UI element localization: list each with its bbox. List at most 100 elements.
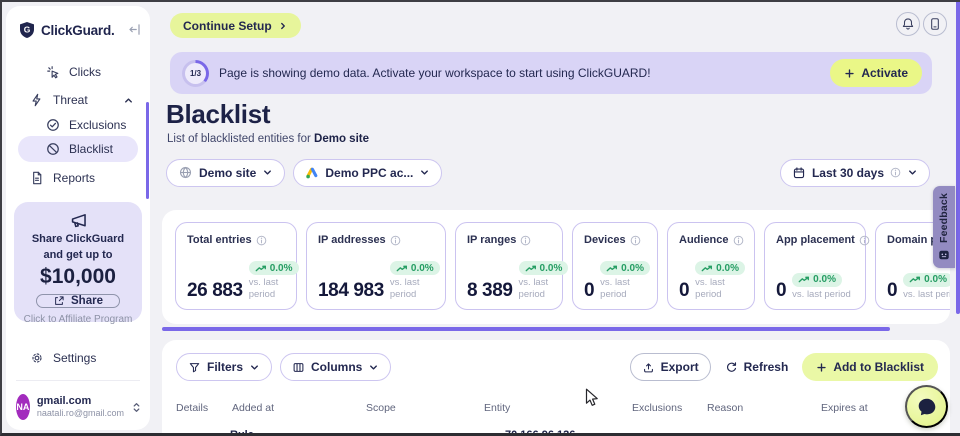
plus-icon bbox=[816, 362, 827, 373]
google-ads-icon bbox=[305, 166, 319, 180]
external-link-icon bbox=[53, 295, 65, 307]
table-toolbar: Filters Columns Export Refresh bbox=[176, 353, 938, 381]
col-header-entity[interactable]: Entity bbox=[484, 402, 510, 414]
reports-icon bbox=[30, 171, 44, 185]
stat-value: 0 bbox=[584, 281, 594, 300]
activate-button[interactable]: Activate bbox=[830, 59, 922, 87]
sidebar-item-clicks[interactable]: Clicks bbox=[6, 60, 150, 84]
toolbar-right: Export Refresh Add to Blacklist bbox=[630, 353, 938, 381]
info-icon[interactable] bbox=[256, 235, 267, 246]
user-name: gmail.com bbox=[37, 395, 124, 408]
stat-card-app-placement: App placement 0 0.0%vs. last period bbox=[764, 222, 866, 310]
sidebar-scrollbar[interactable] bbox=[146, 102, 149, 199]
sidebar-item-exclusions[interactable]: Exclusions bbox=[6, 113, 150, 137]
subtitle-site-name: Demo site bbox=[314, 133, 369, 145]
continue-setup-button[interactable]: Continue Setup bbox=[170, 13, 301, 38]
selector-row: Demo site Demo PPC ac... Last 30 days bbox=[166, 158, 930, 187]
blacklist-table-panel: Filters Columns Export Refresh bbox=[162, 340, 950, 436]
export-button[interactable]: Export bbox=[630, 353, 711, 381]
chevron-down-icon bbox=[262, 167, 273, 178]
stat-vs-label: vs. last period bbox=[249, 277, 285, 300]
table-row-entity[interactable]: 70.166.96.126 bbox=[505, 429, 575, 436]
sidebar-item-blacklist[interactable]: Blacklist bbox=[18, 136, 138, 162]
chevron-down-icon bbox=[249, 362, 260, 373]
trend-up-icon bbox=[909, 275, 921, 284]
export-icon bbox=[642, 361, 655, 374]
sidebar-divider bbox=[16, 380, 140, 381]
col-header-expires-at[interactable]: Expires at bbox=[821, 402, 868, 414]
export-label: Export bbox=[661, 360, 699, 374]
info-icon[interactable] bbox=[859, 235, 870, 246]
col-header-scope[interactable]: Scope bbox=[366, 402, 396, 414]
trend-badge: 0.0% bbox=[390, 261, 440, 275]
stat-label: IP ranges bbox=[467, 234, 516, 246]
site-selector[interactable]: Demo site bbox=[166, 159, 285, 187]
feedback-tab[interactable]: Feedback bbox=[933, 186, 955, 268]
subtitle-text: List of blacklisted entities for bbox=[167, 133, 311, 145]
add-to-blacklist-button[interactable]: Add to Blacklist bbox=[802, 353, 938, 381]
stat-value: 0 bbox=[776, 281, 786, 300]
col-header-exclusions[interactable]: Exclusions bbox=[632, 402, 682, 414]
info-icon[interactable] bbox=[390, 235, 401, 246]
chevron-right-icon bbox=[278, 21, 288, 31]
trend-up-icon bbox=[798, 275, 810, 284]
sidebar-item-reports[interactable]: Reports bbox=[6, 166, 150, 190]
threat-icon bbox=[30, 93, 44, 107]
stat-value: 0 bbox=[887, 281, 897, 300]
continue-setup-label: Continue Setup bbox=[183, 19, 272, 33]
trend-badge: 0.0% bbox=[249, 261, 299, 275]
trend-badge: 0.0% bbox=[695, 261, 745, 275]
ppc-account-selector[interactable]: Demo PPC ac... bbox=[293, 159, 442, 187]
avatar: NA bbox=[16, 394, 30, 420]
blacklist-icon bbox=[46, 142, 60, 156]
clicks-icon bbox=[46, 65, 60, 79]
feedback-label: Feedback bbox=[938, 193, 950, 243]
sidebar-item-label: Threat bbox=[53, 93, 88, 107]
page-title: Blacklist bbox=[166, 99, 270, 130]
page-subtitle: List of blacklisted entities for Demo si… bbox=[167, 133, 369, 145]
sidebar-item-settings[interactable]: Settings bbox=[30, 346, 96, 370]
gear-icon bbox=[30, 351, 44, 365]
vertical-scrollbar[interactable] bbox=[956, 2, 960, 314]
knowledge-base-button[interactable] bbox=[923, 12, 947, 36]
info-icon[interactable] bbox=[520, 235, 531, 246]
sidebar-item-label: Blacklist bbox=[69, 142, 113, 156]
stat-vs-label: vs. last period bbox=[903, 289, 950, 300]
col-header-added-at[interactable]: Added at bbox=[232, 402, 274, 414]
stat-card-total-entries: Total entries 26 883 0.0%vs. last period bbox=[175, 222, 297, 310]
user-info: gmail.com naatali.ro@gmail.com bbox=[37, 395, 124, 420]
date-range-selector[interactable]: Last 30 days bbox=[780, 159, 930, 187]
share-button[interactable]: Share bbox=[36, 294, 120, 308]
sidebar-item-label: Reports bbox=[53, 171, 95, 185]
filters-button[interactable]: Filters bbox=[176, 353, 272, 381]
col-header-details[interactable]: Details bbox=[176, 402, 208, 414]
chevron-down-icon bbox=[419, 167, 430, 178]
affiliate-promo-card[interactable]: Share ClickGuard and get up to $10,000 S… bbox=[14, 202, 142, 322]
refresh-button[interactable]: Refresh bbox=[725, 360, 789, 374]
user-menu[interactable]: NA gmail.com naatali.ro@gmail.com bbox=[16, 390, 142, 424]
stat-card-audience: Audience 0 0.0%vs. last period bbox=[667, 222, 755, 310]
stat-label: IP addresses bbox=[318, 234, 386, 246]
sidebar-item-threat[interactable]: Threat bbox=[6, 88, 150, 112]
refresh-icon bbox=[725, 361, 738, 374]
stat-card-ip-ranges: IP ranges 8 389 0.0%vs. last period bbox=[455, 222, 563, 310]
add-to-blacklist-label: Add to Blacklist bbox=[833, 360, 924, 374]
stat-vs-label: vs. last period bbox=[390, 277, 434, 300]
info-icon[interactable] bbox=[630, 235, 641, 246]
table-row-added-at[interactable]: Rule bbox=[230, 429, 254, 436]
sidebar-header: ClickGuard. bbox=[18, 18, 142, 42]
promo-footer: Click to Affiliate Program bbox=[24, 314, 133, 325]
info-icon[interactable] bbox=[733, 235, 744, 246]
columns-button[interactable]: Columns bbox=[280, 353, 391, 381]
chat-widget-button[interactable] bbox=[905, 385, 948, 428]
sidebar-collapse-button[interactable] bbox=[127, 21, 142, 39]
notifications-button[interactable] bbox=[896, 12, 920, 36]
horizontal-scrollbar[interactable] bbox=[162, 327, 890, 331]
stat-label: App placement bbox=[776, 234, 855, 246]
activate-label: Activate bbox=[861, 66, 908, 80]
megaphone-icon bbox=[69, 211, 88, 230]
stat-vs-label: vs. last period bbox=[519, 277, 551, 300]
calendar-icon bbox=[792, 166, 806, 180]
col-header-reason[interactable]: Reason bbox=[707, 402, 743, 414]
setup-progress-ring: 1/3 bbox=[182, 60, 209, 87]
